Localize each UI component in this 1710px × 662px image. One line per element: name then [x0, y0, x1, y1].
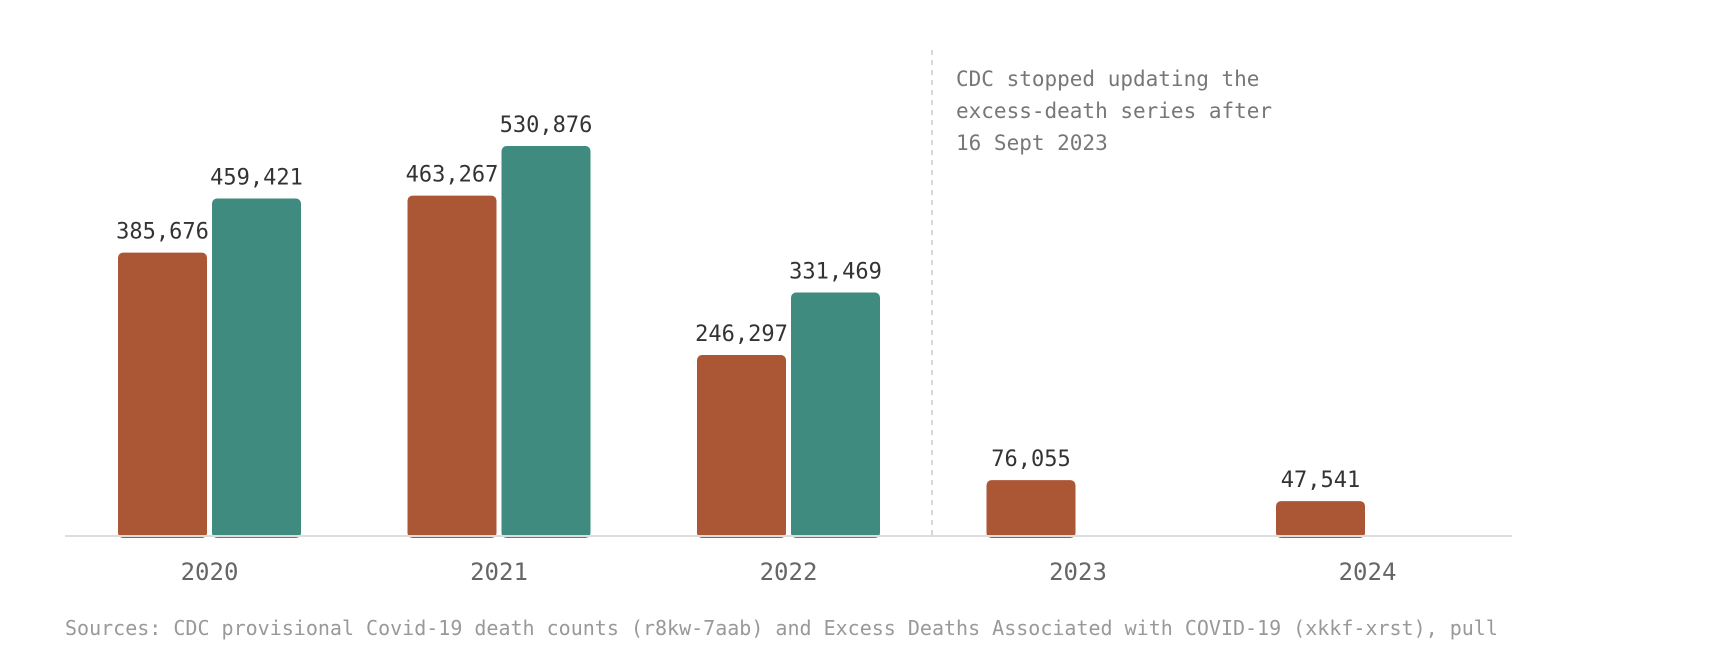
annotation-line-3: 16 Sept 2023: [956, 131, 1108, 155]
x-tick-2022: 2022: [760, 558, 818, 586]
annotation: CDC stopped updating the excess-death ser…: [956, 67, 1272, 155]
value-label-2021-series-2: 530,876: [500, 113, 593, 138]
x-tick-2021: 2021: [470, 558, 528, 586]
x-axis-ticks: 2020 2021 2022 2023 2024: [181, 558, 1397, 586]
value-label-2020-series-2: 459,421: [210, 165, 303, 190]
value-label-2022-series-2: 331,469: [789, 259, 882, 284]
bar-2023-series-1: [986, 480, 1076, 538]
value-label-2023-series-1: 76,055: [991, 447, 1070, 472]
value-label-2021-series-1: 463,267: [406, 163, 499, 188]
annotation-line-1: CDC stopped updating the: [956, 67, 1259, 91]
x-tick-2024: 2024: [1339, 558, 1397, 586]
bar-2020-series-2: [212, 198, 301, 538]
value-label-2024-series-1: 47,541: [1281, 468, 1360, 493]
bars-layer: [118, 146, 1365, 539]
source-note: Sources: CDC provisional Covid-19 death …: [65, 616, 1498, 640]
bar-2021-series-1: [407, 195, 497, 539]
bar-2020-series-1: [118, 252, 207, 538]
annotation-line-2: excess-death series after: [956, 99, 1272, 123]
bar-2022-series-1: [697, 355, 786, 538]
x-tick-2023: 2023: [1049, 558, 1107, 586]
x-tick-2020: 2020: [181, 558, 239, 586]
value-label-2020-series-1: 385,676: [116, 220, 209, 245]
value-label-2022-series-1: 246,297: [695, 322, 788, 347]
bar-2024-series-1: [1276, 501, 1365, 538]
bar-2021-series-2: [501, 146, 591, 538]
bar-2022-series-2: [791, 292, 880, 538]
